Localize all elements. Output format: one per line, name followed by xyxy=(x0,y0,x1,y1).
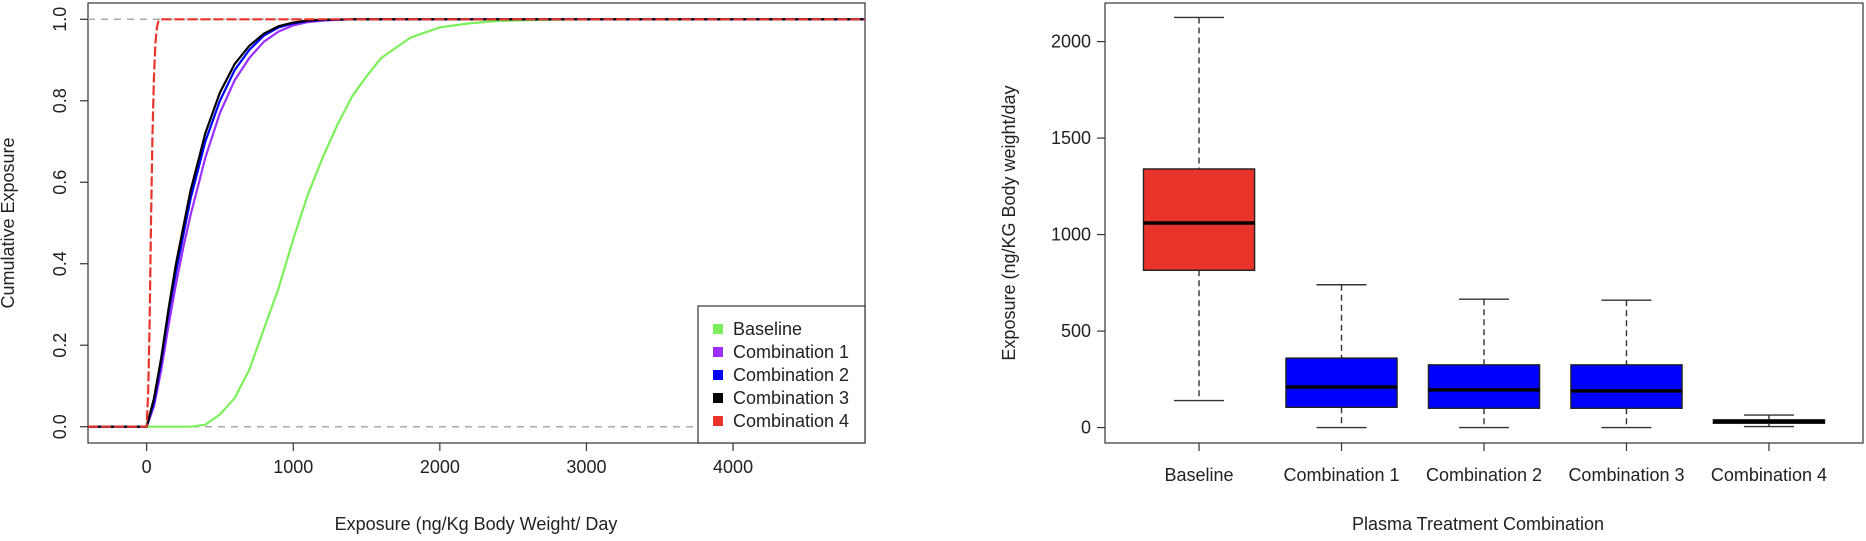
x-tick-label: Baseline xyxy=(1165,465,1234,485)
left-x-axis-ticks: 0 1000 2000 3000 4000 xyxy=(142,443,753,477)
series-line-combination-4 xyxy=(88,18,865,428)
legend-box xyxy=(697,305,866,444)
right-y-axis-label: Exposure (ng/KG Body weight/day xyxy=(999,85,1019,360)
cumulative-exposure-chart: 0 1000 2000 3000 4000 0.0 0.2 0.4 0.6 0.8 1.0 Exp… xyxy=(0,2,866,534)
y-tick-label: 0.4 xyxy=(50,251,70,276)
legend: Baseline Combination 1 Combination 2 Combin… xyxy=(697,305,866,444)
y-tick-label: 0 xyxy=(1081,418,1091,438)
x-tick-label: 1000 xyxy=(273,457,313,477)
legend-swatch-combination-3 xyxy=(713,393,723,403)
legend-label-combination-2: Combination 2 xyxy=(733,365,849,385)
right-x-axis-ticks: Baseline Combination 1 Combination 2 Combin… xyxy=(1165,443,1827,485)
exposure-boxplot-chart: Baseline Combination 1 Combination 2 Combin… xyxy=(999,2,1864,534)
x-tick-label: Combination 1 xyxy=(1283,465,1399,485)
y-tick-label: 1.0 xyxy=(50,7,70,32)
y-tick-label: 0.0 xyxy=(50,414,70,439)
legend-label-combination-4: Combination 4 xyxy=(733,411,849,431)
box-combination-2 xyxy=(1427,364,1541,409)
x-tick-label: 3000 xyxy=(566,457,606,477)
right-boxes xyxy=(1142,16,1826,429)
legend-label-combination-3: Combination 3 xyxy=(733,388,849,408)
y-tick-label: 0.2 xyxy=(50,333,70,358)
x-tick-label: Combination 4 xyxy=(1711,465,1827,485)
legend-label-combination-1: Combination 1 xyxy=(733,342,849,362)
x-tick-label: Combination 2 xyxy=(1426,465,1542,485)
box-combination-3 xyxy=(1570,364,1683,409)
y-tick-label: 1000 xyxy=(1051,225,1091,245)
legend-swatch-combination-1 xyxy=(713,347,723,357)
legend-swatch-combination-4 xyxy=(713,416,723,426)
series-line-combination-1 xyxy=(88,18,865,428)
y-tick-label: 1500 xyxy=(1051,128,1091,148)
left-x-axis-label: Exposure (ng/Kg Body Weight/ Day xyxy=(335,514,618,534)
y-tick-label: 2000 xyxy=(1051,32,1091,52)
legend-label-baseline: Baseline xyxy=(733,319,802,339)
left-plot-frame xyxy=(87,2,866,444)
right-y-axis-ticks: 0 500 1000 1500 2000 xyxy=(1051,32,1105,438)
left-y-axis-ticks: 0.0 0.2 0.4 0.6 0.8 1.0 xyxy=(50,7,88,439)
y-tick-label: 0.8 xyxy=(50,88,70,113)
series-line-combination-3 xyxy=(88,18,865,428)
x-tick-label: 4000 xyxy=(713,457,753,477)
x-tick-label: 0 xyxy=(142,457,152,477)
left-y-axis-label: Cumulative Exposure xyxy=(0,137,18,308)
legend-swatch-combination-2 xyxy=(713,370,723,380)
x-tick-label: Combination 3 xyxy=(1568,465,1684,485)
right-x-axis-label: Plasma Treatment Combination xyxy=(1352,514,1604,534)
legend-swatch-baseline xyxy=(713,324,723,334)
y-tick-label: 500 xyxy=(1061,321,1091,341)
box-combination-1 xyxy=(1285,357,1398,408)
y-tick-label: 0.6 xyxy=(50,170,70,195)
series-line-baseline xyxy=(88,18,865,428)
x-tick-label: 2000 xyxy=(420,457,460,477)
left-series-lines xyxy=(88,18,865,428)
box-baseline xyxy=(1142,168,1256,271)
